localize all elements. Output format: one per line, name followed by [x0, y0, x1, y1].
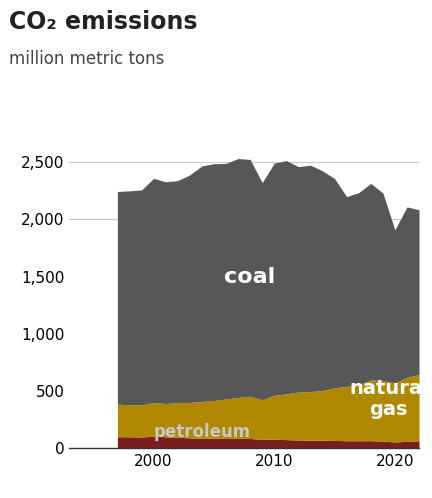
- Text: petroleum: petroleum: [153, 423, 251, 441]
- Text: CO₂ emissions: CO₂ emissions: [9, 10, 197, 34]
- Text: coal: coal: [225, 266, 276, 287]
- Text: natural
gas: natural gas: [349, 379, 429, 419]
- Text: million metric tons: million metric tons: [9, 50, 164, 68]
